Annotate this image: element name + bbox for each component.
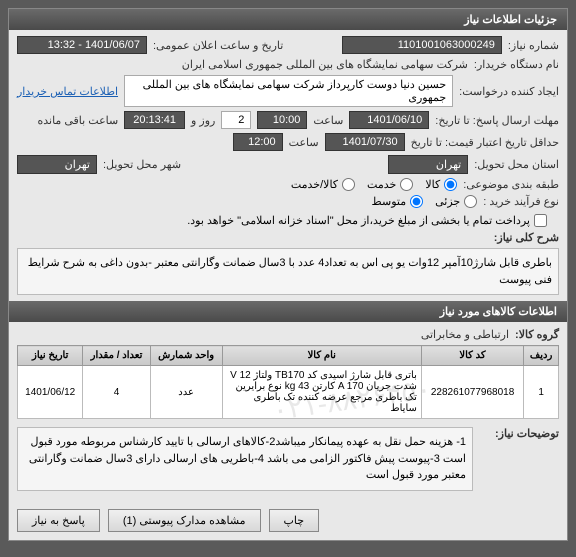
page-header: جزئیات اطلاعات نیاز [9,9,567,30]
cat-goods-label: کالا [425,178,440,191]
contact-link[interactable]: اطلاعات تماس خریدار [17,85,118,98]
cat-goods-service-radio[interactable]: کالا/خدمت [291,178,355,191]
cell-name: باتری قابل شارژ اسیدی کد TB170 ولتاژ V 1… [222,366,421,419]
validity-date: 1401/07/30 [325,133,405,151]
type-small-input[interactable] [464,195,477,208]
payment-checkbox[interactable] [534,214,547,227]
attachments-button[interactable]: مشاهده مدارک پیوستی (1) [108,509,261,532]
print-button[interactable]: چاپ [269,509,320,532]
delivery-city: تهران [17,155,97,174]
days-label: روز و [191,114,215,127]
time-label-2: ساعت [289,136,319,149]
col-qty: تعداد / مقدار [83,346,150,366]
days-value: 2 [221,111,251,129]
goods-section-header: اطلاعات کالاهای مورد نیاز [9,301,567,322]
desc-label: شرح کلی نیاز: [494,231,559,244]
creator-label: ایجاد کننده درخواست: [459,85,559,98]
group-value: ارتباطی و مخابراتی [421,328,509,341]
type-medium-radio[interactable]: متوسط [372,195,424,208]
type-small-radio[interactable]: جزئی [435,195,477,208]
need-number-label: شماره نیاز: [508,39,559,52]
delivery-province-label: استان محل تحویل: [474,158,559,171]
notes-label: توضیحات نیاز: [479,427,559,440]
desc-box: باطری قابل شارژ10آمپر 12وات یو پی اس به … [17,248,559,295]
footer-buttons: چاپ مشاهده مدارک پیوستی (1) پاسخ به نیاز [9,501,567,540]
remaining-time: 20:13:41 [124,111,185,129]
cat-goods-service-input[interactable] [342,178,355,191]
cell-row: 1 [524,366,559,419]
announce-label: تاریخ و ساعت اعلان عمومی: [153,39,283,52]
delivery-province: تهران [388,155,468,174]
table-row: 1 228261077968018 باتری قابل شارژ اسیدی … [18,366,559,419]
remaining-label: ساعت باقی مانده [37,114,118,127]
creator-value: حسین دنیا دوست کارپرداز شرکت سهامی نمایش… [124,75,453,107]
group-label: گروه کالا: [515,328,559,341]
goods-section-title: اطلاعات کالاهای مورد نیاز [440,306,557,318]
col-code: کد کالا [421,346,523,366]
cell-unit: عدد [150,366,222,419]
main-window: جزئیات اطلاعات نیاز شماره نیاز: 11010010… [8,8,568,541]
time-label-1: ساعت [313,114,343,127]
need-number-value: 1101001063000249 [342,36,502,54]
type-small-label: جزئی [435,195,460,208]
cat-service-label: خدمت [367,178,396,191]
cat-service-radio[interactable]: خدمت [367,178,413,191]
deadline-time: 10:00 [257,111,307,129]
col-row: ردیف [524,346,559,366]
type-medium-label: متوسط [372,195,407,208]
category-radio-group: کالا خدمت کالا/خدمت [291,178,457,191]
payment-note: پرداخت تمام یا بخشی از مبلغ خرید،از محل … [187,214,530,227]
announce-value: 1401/06/07 - 13:32 [17,36,147,54]
goods-section-body: گروه کالا: ارتباطی و مخابراتی ۰۲۱-۸۸۲۶۴۵… [9,322,567,501]
purchase-type-radio-group: جزئی متوسط [372,195,478,208]
category-label: طبقه بندی موضوعی: [463,178,559,191]
col-date: تاریخ نیاز [18,346,83,366]
payment-checkbox-item[interactable]: پرداخت تمام یا بخشی از مبلغ خرید،از محل … [187,214,547,227]
cat-service-input[interactable] [400,178,413,191]
purchase-type-label: نوع فرآیند خرید : [483,195,559,208]
buyer-value: شرکت سهامی نمایشگاه های بین المللی جمهور… [182,58,468,71]
notes-box: 1- هزینه حمل نقل به عهده پیمانکار میباشد… [17,427,473,491]
goods-table: ردیف کد کالا نام کالا واحد شمارش تعداد /… [17,345,559,419]
need-info-section: شماره نیاز: 1101001063000249 تاریخ و ساع… [9,30,567,301]
cell-date: 1401/06/12 [18,366,83,419]
page-title: جزئیات اطلاعات نیاز [464,14,557,26]
cell-qty: 4 [83,366,150,419]
validity-time: 12:00 [233,133,283,151]
cell-code: 228261077968018 [421,366,523,419]
reply-button[interactable]: پاسخ به نیاز [17,509,100,532]
cat-goods-service-label: کالا/خدمت [291,178,338,191]
deadline-label: مهلت ارسال پاسخ: تا تاریخ: [435,114,559,127]
type-medium-input[interactable] [410,195,423,208]
cat-goods-input[interactable] [444,178,457,191]
validity-label: حداقل تاریخ اعتبار قیمت: تا تاریخ [411,136,559,149]
col-unit: واحد شمارش [150,346,222,366]
buyer-label: نام دستگاه خریدار: [474,58,559,71]
col-name: نام کالا [222,346,421,366]
delivery-city-label: شهر محل تحویل: [103,158,181,171]
deadline-date: 1401/06/10 [349,111,429,129]
cat-goods-radio[interactable]: کالا [425,178,457,191]
